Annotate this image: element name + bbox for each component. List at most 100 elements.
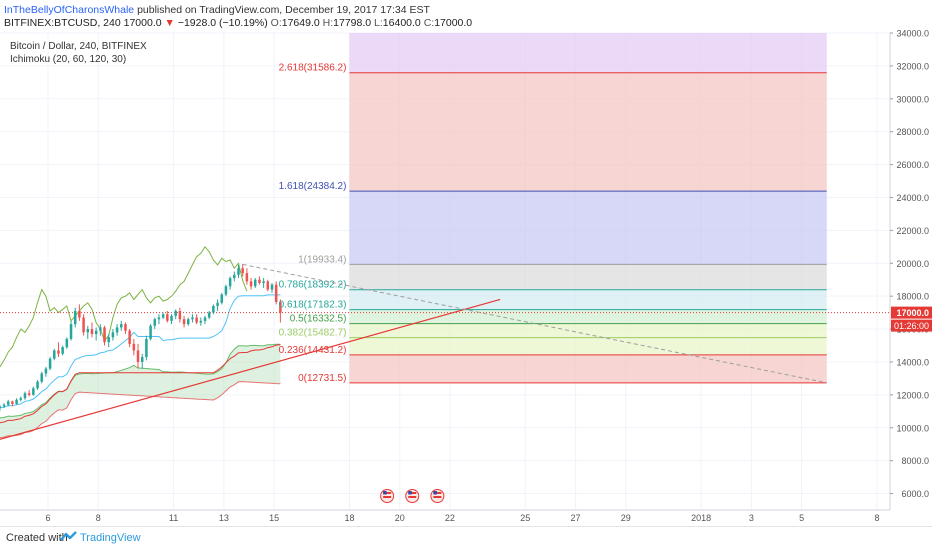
- candle: [124, 324, 127, 331]
- candle: [228, 278, 232, 287]
- candle: [237, 268, 240, 275]
- candle: [69, 324, 73, 339]
- open-value: 17649.0: [281, 17, 320, 29]
- us-event-flag-icon[interactable]: [430, 489, 445, 503]
- candle: [82, 317, 85, 333]
- price-tick-label: 28000.0: [896, 127, 929, 137]
- time-tick-label: 5: [799, 513, 804, 523]
- candle: [233, 274, 236, 279]
- ichimoku-cloud: [0, 343, 281, 439]
- candle: [40, 373, 43, 382]
- candle: [78, 310, 81, 318]
- candle: [199, 320, 203, 323]
- flag-stripe: [433, 496, 442, 498]
- projection-line: [242, 263, 827, 384]
- candle: [53, 350, 56, 359]
- time-tick-label: 25: [520, 513, 530, 523]
- price-axis[interactable]: 34000.0 32000.0 30000.0 28000.0 26000.0 24000…: [889, 29, 932, 511]
- down-arrow-icon: ▼: [161, 17, 178, 29]
- candle: [48, 358, 52, 369]
- candle: [270, 284, 274, 290]
- open-label: O:: [270, 17, 282, 29]
- candle: [65, 338, 69, 348]
- author-link[interactable]: InTheBellyOfCharonsWhale: [4, 4, 135, 16]
- price-tick-label: 24000.0: [896, 193, 929, 203]
- tradingview-brand[interactable]: TradingView: [80, 532, 141, 544]
- candle: [115, 327, 119, 333]
- indicator-legend[interactable]: Ichimoku (20, 60, 120, 30): [10, 54, 127, 65]
- time-tick-label: 27: [571, 513, 581, 523]
- candle: [44, 368, 48, 374]
- candle: [187, 319, 190, 325]
- time-tick-label: 2018: [691, 513, 711, 523]
- time-axis[interactable]: 6 8 11 13 15 18 20 22 25 27 29 2018 3 5 8: [0, 509, 890, 523]
- symbol-header: BITFINEX:BTCUSD, 240 17000.0 ▼ −1928.0 (…: [4, 17, 472, 29]
- fib-level-label: 0.618(17182.3): [279, 300, 347, 311]
- fib-zone: [349, 191, 827, 265]
- created-with-label: Created with: [6, 532, 68, 544]
- price-tick-label: 20000.0: [896, 259, 929, 269]
- candle: [11, 401, 14, 404]
- price-tick-label: 6000.0: [901, 489, 929, 499]
- fib-labels: 0(12731.5) 0.236(14431.2) 0.382(15482.7) 0.…: [242, 63, 827, 384]
- candle: [145, 338, 148, 358]
- us-event-flag-icon[interactable]: [380, 489, 395, 503]
- price-tick-label: 30000.0: [896, 94, 929, 104]
- kijun-line: [0, 344, 281, 424]
- candle: [170, 315, 173, 321]
- last-price: 17000.0: [123, 17, 162, 29]
- candle: [140, 357, 144, 362]
- low-value: 16400.0: [382, 17, 421, 29]
- economic-events[interactable]: [380, 489, 445, 503]
- cloud-fill: [0, 344, 281, 438]
- candle: [128, 330, 131, 344]
- candle: [195, 317, 198, 323]
- footer: Created with TradingView: [0, 526, 932, 551]
- candle: [191, 317, 194, 320]
- time-tick-label: 11: [169, 513, 178, 523]
- price-axis-bg: [890, 33, 932, 510]
- candle: [32, 388, 35, 395]
- chikou-line: [0, 245, 248, 368]
- candle: [73, 310, 77, 325]
- fib-level-label: 2.618(31586.2): [279, 63, 347, 74]
- candle: [249, 281, 253, 287]
- candle: [99, 327, 102, 331]
- price-tick-label: 34000.0: [896, 29, 929, 39]
- price-tick-label: 26000.0: [896, 160, 929, 170]
- candle: [262, 281, 265, 284]
- fib-level-label: 1(19933.4): [298, 254, 346, 265]
- candle: [107, 337, 110, 343]
- close-value: 17000.0: [434, 17, 473, 29]
- symbol-label[interactable]: BITFINEX:BTCUSD, 240: [4, 17, 121, 29]
- flag-stripe: [408, 492, 417, 494]
- time-tick-label: 15: [269, 513, 279, 523]
- publish-info: published on TradingView.com, December 1…: [137, 4, 430, 16]
- candle: [120, 324, 123, 328]
- fib-level-label: 1.618(24384.2): [279, 181, 347, 192]
- candle: [157, 317, 161, 320]
- chart-title[interactable]: Bitcoin / Dollar, 240, BITFINEX: [10, 41, 147, 52]
- publish-header: InTheBellyOfCharonsWhale published on Tr…: [4, 4, 430, 16]
- senkou-span-a: [0, 343, 281, 419]
- candle: [266, 281, 270, 290]
- candle: [207, 312, 211, 318]
- candle: [94, 330, 98, 335]
- candle: [203, 317, 207, 321]
- candle: [224, 286, 228, 295]
- time-tick-label: 8: [874, 513, 879, 523]
- price-chart[interactable]: 0(12731.5) 0.236(14431.2) 0.382(15482.7) 0.…: [0, 0, 932, 526]
- low-label: L:: [374, 17, 383, 29]
- candle: [0, 406, 2, 409]
- candle: [161, 314, 165, 318]
- candle: [274, 284, 278, 302]
- tradingview-logo-icon: [60, 531, 77, 541]
- candle: [6, 401, 10, 405]
- last-price-tag: [891, 306, 932, 319]
- candle: [19, 398, 23, 400]
- us-event-flag-icon[interactable]: [405, 489, 420, 503]
- close-label: C:: [423, 17, 435, 29]
- time-tick-label: 22: [445, 513, 455, 523]
- tenkan-line: [0, 294, 281, 409]
- indicator-lines: [0, 245, 890, 440]
